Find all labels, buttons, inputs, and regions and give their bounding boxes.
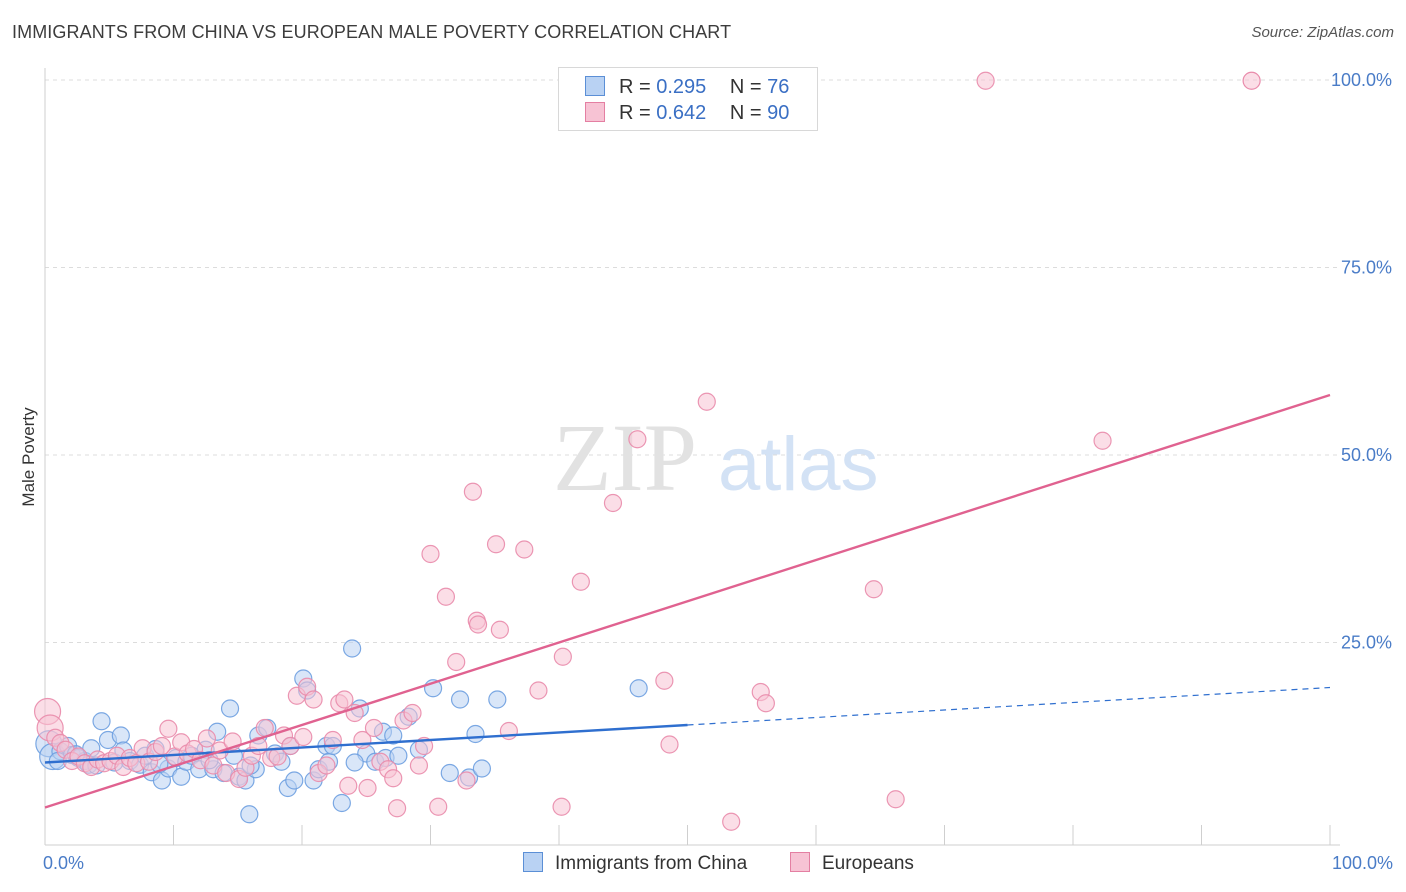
legend-n-value-china: 76 [767,76,790,98]
y-tick-label: 75.0% [1341,258,1392,278]
point-china [92,712,111,731]
point-europeans [603,493,623,513]
legend-n-label: N = [729,102,762,124]
point-china [345,753,364,772]
legend-r-value-china: 0.295 [656,76,707,98]
point-europeans [864,580,883,599]
legend-r-value-europeans: 0.642 [656,102,707,124]
trend-lines [44,393,1331,809]
point-europeans [571,572,590,591]
point-europeans [281,736,300,756]
chart-source: Source: ZipAtlas.com [1251,24,1394,41]
y-tick-label: 100.0% [1331,70,1392,90]
point-europeans [304,690,323,709]
point-china [629,679,648,698]
legend-row-europeans: R = 0.642 N = 90 [585,102,789,126]
point-europeans [294,727,313,747]
point-europeans [722,812,741,831]
point-europeans [490,620,509,639]
point-europeans [436,587,456,606]
point-europeans [409,756,429,775]
point-china [472,759,491,778]
legend-n-label: N = [729,76,762,98]
legend: R = 0.295 N = 76 R = 0.642 N = 90 [558,67,818,131]
point-china [111,726,130,745]
trend-line-europeans [44,393,1331,809]
legend-row-china: R = 0.295 N = 76 [585,76,789,100]
point-europeans [886,790,905,809]
chart-title: IMMIGRANTS FROM CHINA VS EUROPEAN MALE P… [12,22,732,42]
legend-swatch-china [585,76,605,96]
trend-line-china [44,723,688,764]
x-tick-label: 0.0% [43,853,84,873]
point-europeans [655,671,674,690]
point-europeans [403,703,422,723]
point-china [220,699,240,718]
y-tick-label: 25.0% [1341,633,1392,653]
point-europeans [447,652,466,672]
point-europeans [457,771,476,790]
point-china [332,793,351,813]
watermark: ZIP atlas [553,404,879,511]
y-axis-label: Male Poverty [19,407,38,507]
point-europeans [486,535,506,554]
legend-r-label: R = [619,76,651,98]
point-europeans [421,544,440,564]
point-europeans [335,690,354,709]
bottom-legend-label-europeans: Europeans [822,853,914,874]
x-tick-label: 100.0% [1332,853,1393,873]
point-europeans [529,681,548,700]
point-china [450,690,470,709]
legend-r-label: R = [619,102,651,124]
point-europeans [429,797,448,816]
point-china [343,639,362,658]
point-europeans [553,647,572,666]
bottom-legend-china: Immigrants from China [523,852,747,875]
watermark-zip: ZIP [553,404,697,511]
bottom-legend-swatch-europeans [790,852,810,872]
legend-n-value-europeans: 90 [767,102,790,124]
point-europeans [756,694,775,713]
data-points [33,71,1261,831]
point-europeans [364,718,384,738]
point-china [440,763,459,783]
point-europeans [628,430,647,449]
point-europeans [387,799,407,818]
point-china [384,726,403,745]
point-europeans [463,482,483,501]
point-europeans [339,776,358,795]
point-china [285,771,304,790]
point-china [240,805,259,824]
point-europeans [697,392,716,411]
bottom-legend-label-china: Immigrants from China [555,853,748,874]
point-europeans [515,540,534,559]
point-europeans [552,797,571,816]
point-europeans [660,735,679,754]
point-china [488,690,507,709]
point-europeans [159,719,178,738]
point-europeans [317,756,336,775]
point-china [389,746,408,765]
tick-labels: 25.0% 50.0% 75.0% 100.0% 0.0% 100.0% [43,70,1393,873]
point-europeans [358,778,377,798]
bottom-legend-europeans: Europeans [790,852,914,875]
legend-swatch-europeans [585,102,605,122]
point-europeans [384,769,403,788]
y-tick-label: 50.0% [1341,445,1392,465]
point-europeans [468,615,488,634]
point-europeans [1093,431,1112,450]
bottom-legend-swatch-china [523,852,543,872]
point-europeans [1242,71,1261,90]
trend-line-china-extension [687,686,1331,726]
watermark-atlas: atlas [718,422,879,507]
gridlines [45,79,1340,643]
point-europeans [197,729,217,748]
point-europeans [976,71,995,90]
point-china [466,724,485,744]
